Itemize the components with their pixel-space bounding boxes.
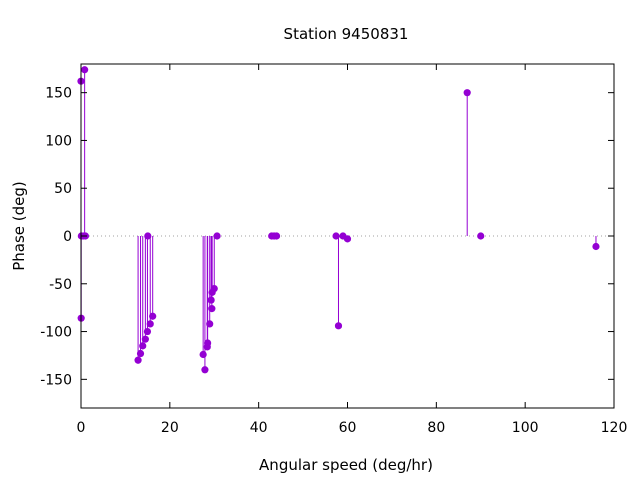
y-tick-label: 0	[63, 229, 72, 245]
data-point	[81, 66, 89, 74]
data-point	[141, 335, 149, 343]
data-point	[134, 356, 142, 364]
data-point	[206, 320, 214, 328]
data-point	[592, 242, 600, 251]
x-tick-label: 120	[601, 420, 628, 436]
data-point	[208, 305, 216, 313]
y-ticks: -150 -100 -50 0 50 100 150	[40, 86, 614, 388]
data-point	[272, 232, 281, 240]
point-layer	[77, 66, 600, 374]
data-point	[477, 232, 485, 240]
data-point	[139, 342, 147, 350]
data-point	[201, 366, 209, 374]
data-point	[463, 89, 471, 97]
y-tick-label: -100	[40, 325, 72, 341]
chart-title: Station 9450831	[284, 25, 409, 43]
x-tick-label: 0	[77, 420, 86, 436]
data-point	[136, 349, 145, 358]
data-point	[143, 327, 152, 336]
x-tick-label: 80	[427, 420, 445, 436]
data-point	[334, 322, 343, 330]
data-point	[146, 320, 154, 328]
data-point	[149, 312, 157, 320]
y-tick-label: 50	[54, 181, 72, 197]
x-tick-label: 20	[161, 420, 179, 436]
data-point	[343, 235, 352, 243]
x-tick-label: 40	[250, 420, 268, 436]
data-point	[213, 232, 221, 240]
data-point	[207, 296, 215, 304]
y-tick-label: -50	[49, 277, 72, 293]
y-tick-label: 100	[45, 133, 72, 149]
x-tick-label: 100	[512, 420, 539, 436]
data-point	[199, 350, 207, 359]
y-tick-label: -150	[40, 372, 72, 388]
x-tick-label: 60	[339, 420, 357, 436]
data-point	[210, 284, 218, 293]
x-axis-title: Angular speed (deg/hr)	[259, 456, 433, 474]
x-ticks: 0 20 40 60 80 100 120	[77, 64, 628, 436]
data-point	[204, 339, 212, 347]
y-tick-label: 150	[45, 86, 72, 102]
data-point	[332, 232, 340, 240]
data-point	[144, 232, 152, 240]
y-axis-title: Phase (deg)	[10, 181, 28, 271]
